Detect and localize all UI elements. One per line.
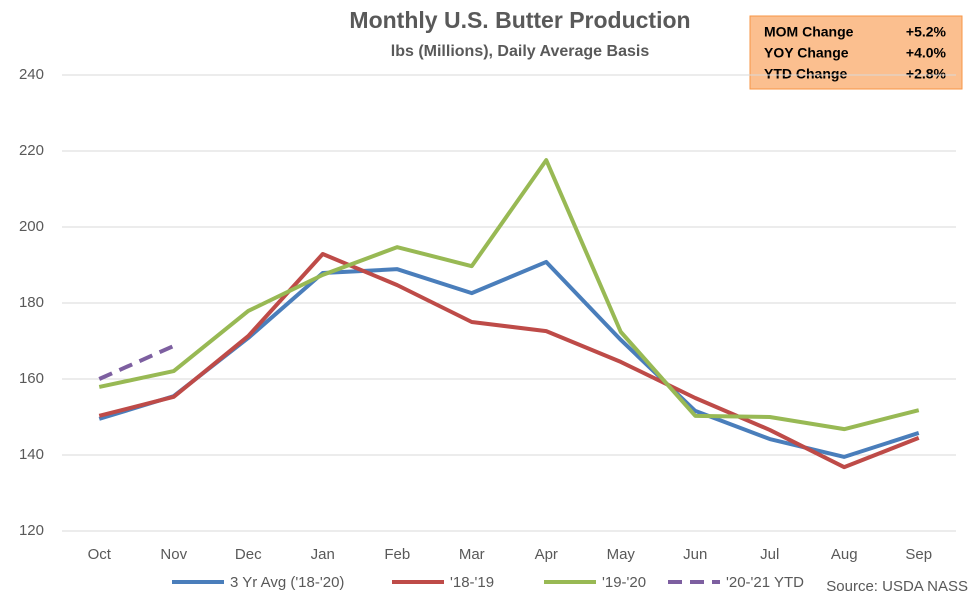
x-tick-label: Jun: [683, 546, 707, 563]
y-tick-label: 120: [19, 522, 44, 539]
x-tick-label: Jul: [760, 546, 779, 563]
y-tick-label: 140: [19, 446, 44, 463]
x-tick-label: Apr: [535, 546, 558, 563]
x-tick-label: Mar: [459, 546, 485, 563]
stat-value: +5.2%: [906, 24, 947, 40]
series-line: [98, 158, 920, 432]
stat-value: +2.8%: [906, 66, 947, 82]
chart-title: Monthly U.S. Butter Production: [349, 7, 690, 33]
x-tick-label: Dec: [235, 546, 262, 563]
x-tick-label: Sep: [905, 546, 932, 563]
x-tick-label: Feb: [384, 546, 410, 563]
stat-value: +4.0%: [906, 45, 947, 61]
series-line: [98, 344, 175, 381]
x-tick-label: May: [607, 546, 636, 563]
stat-label: YOY Change: [764, 45, 849, 61]
x-tick-label: Oct: [88, 546, 112, 563]
x-tick-label: Jan: [311, 546, 335, 563]
y-tick-label: 240: [19, 66, 44, 83]
y-tick-label: 180: [19, 294, 44, 311]
source: Source: USDA NASS: [826, 578, 968, 595]
chart-subtitle: lbs (Millions), Daily Average Basis: [391, 43, 650, 60]
x-tick-label: Nov: [160, 546, 187, 563]
y-tick-label: 200: [19, 218, 44, 235]
y-tick-label: 220: [19, 142, 44, 159]
legend-label: '19-'20: [602, 574, 646, 591]
x-tick-label: Aug: [831, 546, 858, 563]
legend-label: 3 Yr Avg ('18-'20): [230, 574, 344, 591]
stats-box: [749, 15, 963, 90]
legend-label: '20-'21 YTD: [726, 574, 804, 591]
y-tick-label: 160: [19, 370, 44, 387]
stat-label: YTD Change: [764, 66, 847, 82]
series-line: [98, 251, 920, 470]
stat-label: MOM Change: [764, 24, 854, 40]
legend-label: '18-'19: [450, 574, 494, 591]
